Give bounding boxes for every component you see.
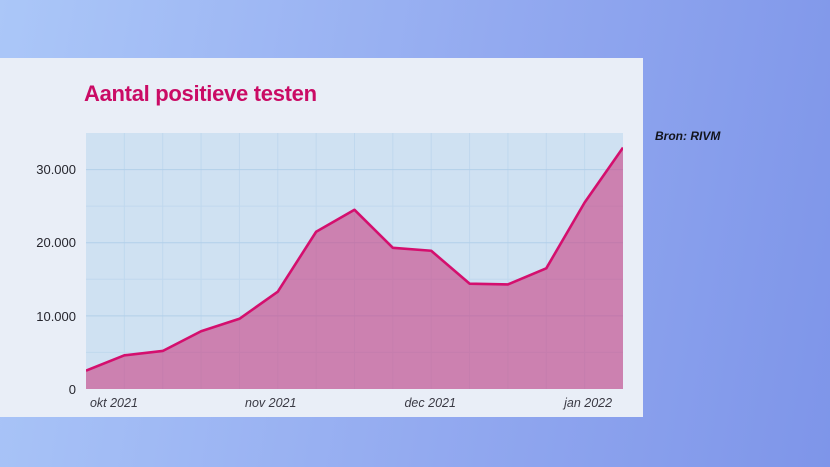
area-chart: [86, 133, 623, 389]
y-tick-label-0: 0: [68, 382, 76, 397]
y-tick-label-30000: 30.000: [36, 162, 76, 177]
x-tick-label-okt-2021: okt 2021: [89, 396, 138, 410]
area-fill: [86, 147, 623, 389]
chart-panel: Aantal positieve testen 30.000 20.000 10…: [0, 58, 643, 417]
source-label: Bron: RIVM: [655, 129, 721, 143]
y-tick-label-20000: 20.000: [36, 235, 76, 250]
x-tick-label-nov-2021: nov 2021: [245, 396, 297, 410]
chart-title: Aantal positieve testen: [84, 81, 317, 106]
x-tick-label-jan-2022: jan 2022: [564, 396, 613, 410]
data-line: [86, 146, 623, 372]
x-tick-label-dec-2021: dec 2021: [404, 396, 456, 410]
plot-area: [86, 133, 623, 389]
y-tick-label-10000: 10.000: [36, 309, 76, 324]
